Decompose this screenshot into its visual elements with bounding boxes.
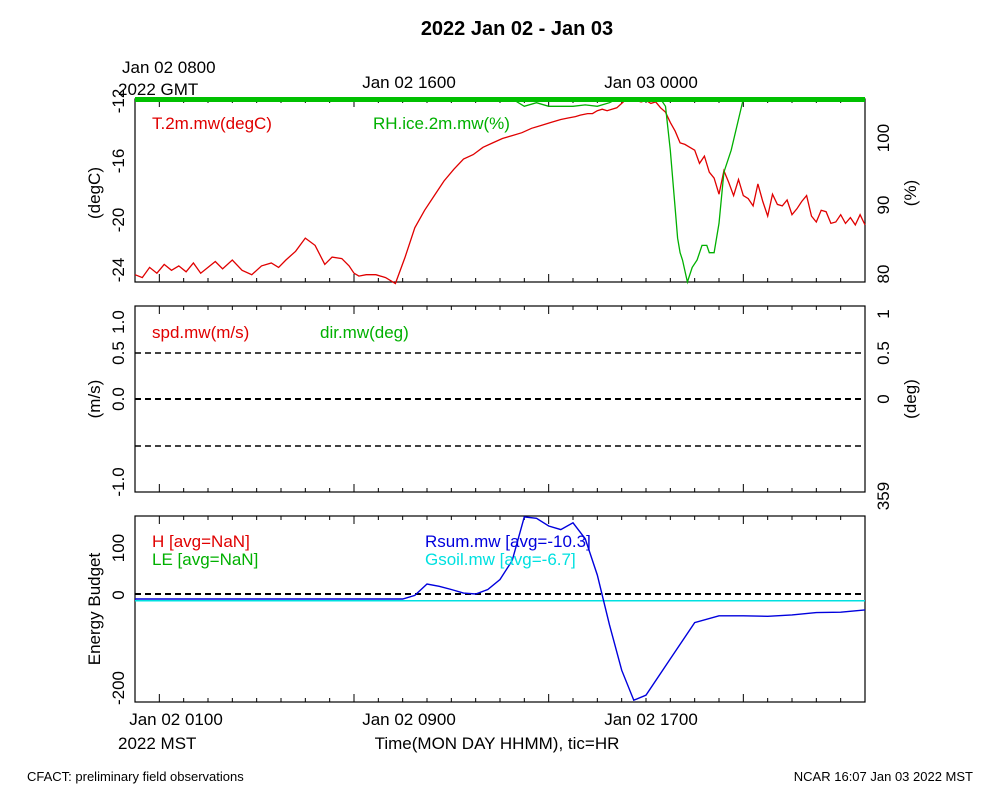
panel-2-right-ylabel: (deg) [901,379,920,419]
panel-1-rtick: 100 [874,124,893,152]
panel-2-rtick: 359 [874,482,893,510]
speed-series-label: spd.mw(m/s) [152,323,249,342]
mst-start-label-2: 2022 MST [118,734,196,753]
panel-3-ytick: -200 [109,671,128,705]
panel-2-ytick: -1.0 [109,467,128,496]
footer-right: NCAR 16:07 Jan 03 2022 MST [794,769,973,784]
mst-end-label: Jan 02 1700 [604,710,698,729]
panel-2-ytick: 0.5 [109,341,128,365]
rh-saturated-marker-band [135,97,865,102]
panel-1-right-yticks: 100 90 80 [874,124,893,284]
temperature-line [134,98,866,285]
panel-2-rtick: 0 [874,394,893,403]
panel-1-rtick: 90 [874,196,893,215]
panel-1-left-ylabel: (degC) [85,167,104,219]
mst-mid-label: Jan 02 0900 [362,710,456,729]
temp-series-label: T.2m.mw(degC) [152,114,272,133]
panel-1-left-yticks: -12 -16 -20 -24 [109,89,128,283]
chart-title: 2022 Jan 02 - Jan 03 [421,18,613,40]
panel-2-right-yticks: 1 0.5 0 359 [874,309,893,510]
panel-1-ytick: -20 [109,208,128,233]
panel-2-ytick: 0.0 [109,387,128,411]
mst-start-label-1: Jan 02 0100 [129,710,223,729]
panel-3-ylabel: Energy Budget [85,552,104,665]
panel-1-ytick: -24 [109,258,128,283]
panel-2-ytick: 1.0 [109,310,128,334]
x-axis-label: Time(MON DAY HHMM), tic=HR [375,734,620,753]
panel-2-rtick: 0.5 [874,341,893,365]
gmt-start-label-1: Jan 02 0800 [122,58,216,77]
gsoil-series-label: Gsoil.mw [avg=-6.7] [425,550,576,569]
rsum-series-label: Rsum.mw [avg=-10.3] [425,532,591,551]
direction-series-label: dir.mw(deg) [320,323,409,342]
panel-3-ticks [134,516,866,702]
panel-3-yticks: 100 0 -200 [109,534,128,705]
panel-1-right-ylabel: (%) [901,180,920,206]
panel-2-left-ylabel: (m/s) [85,380,104,419]
gmt-mid-label: Jan 02 1600 [362,73,456,92]
panel-1-ytick: -16 [109,149,128,174]
panel-1-ytick: -12 [109,89,128,114]
rh-series-label: RH.ice.2m.mw(%) [373,114,510,133]
panel-2-left-yticks: 1.0 0.5 0.0 -1.0 [109,310,128,496]
rsum-line [135,516,866,702]
le-series-label: LE [avg=NaN] [152,550,258,569]
gmt-end-label: Jan 03 0000 [604,73,698,92]
panel-2-ticks [134,306,866,492]
panel-1-rtick: 80 [874,265,893,284]
footer-left: CFACT: preliminary field observations [27,769,244,784]
panel-3-ytick: 0 [109,590,128,599]
panel-3-ytick: 100 [109,534,128,562]
h-series-label: H [avg=NaN] [152,532,250,551]
gmt-start-label-2: 2022 GMT [118,80,198,99]
panel-2-rtick: 1 [874,309,893,318]
